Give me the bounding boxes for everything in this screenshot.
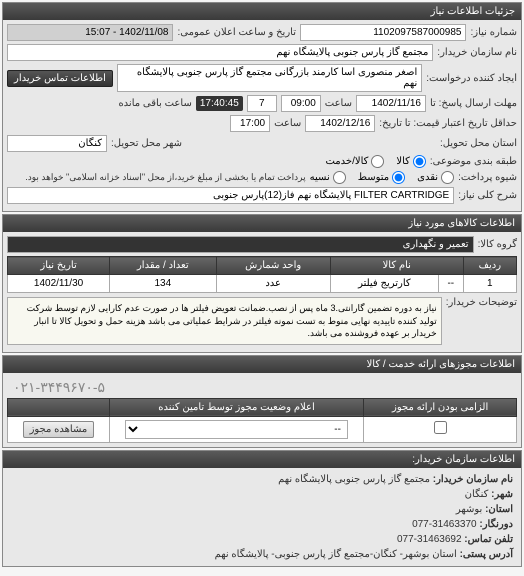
main-desc-value: FILTER CARTRIDGE پالایشگاه نهم فاز(12)پا… <box>7 187 454 204</box>
requester-value: اصغر منصوری اسا کارمند بازرگانی مجتمع گا… <box>117 64 422 92</box>
permit-mandatory-cell <box>364 416 517 442</box>
city-label: شهر محل تحویل: <box>111 138 182 149</box>
view-permit-button[interactable]: مشاهده مجوز <box>23 421 95 438</box>
credit-radio-input[interactable] <box>333 171 346 184</box>
service-goods-radio-input[interactable] <box>371 155 384 168</box>
days-value: 7 <box>247 95 277 112</box>
medium-radio-label: متوسط <box>358 172 389 183</box>
cash-radio-input[interactable] <box>441 171 454 184</box>
buyer-body: نام سازمان خریدار: مجتمع گاز پارس جنوبی … <box>3 468 521 566</box>
cell-code: -- <box>438 275 463 293</box>
items-panel: اطلاعات کالاهای مورد نیاز گروه کالا: تعم… <box>2 214 522 353</box>
deadline-date-value: 1402/11/16 <box>356 95 426 112</box>
cell-name: کارتریج فیلتر <box>330 275 438 293</box>
announce-date-label: تاریخ و ساعت اعلان عمومی: <box>177 27 296 38</box>
service-goods-radio[interactable]: کالا/خدمت <box>325 155 384 168</box>
cell-unit: عدد <box>216 275 330 293</box>
table-row: 1 -- کارتریج فیلتر عدد 134 1402/11/30 <box>8 275 517 293</box>
col-date: تاریخ نیاز <box>8 257 110 275</box>
subject-radio-group: کالا کالا/خدمت <box>325 155 425 168</box>
col-row: ردیف <box>463 257 516 275</box>
details-body: شماره نیاز: 1102097587000985 تاریخ و ساع… <box>3 20 521 211</box>
main-desc-label: شرح کلی نیاز: <box>458 190 517 201</box>
credit-note: پرداخت تمام یا بخشی از مبلغ خرید،از محل … <box>25 172 305 183</box>
buyer-phone-line: تلفن تماس: 31463692-077 <box>7 532 517 547</box>
col-name: نام کالا <box>330 257 463 275</box>
requester-label: ایجاد کننده درخواست: <box>426 73 517 84</box>
permits-table: الزامی بودن ارائه مجوز اعلام وضعیت مجوز … <box>7 398 517 443</box>
buyer-name-line: نام سازمان خریدار: مجتمع گاز پارس جنوبی … <box>7 472 517 487</box>
deadline-time-value: 09:00 <box>281 95 321 112</box>
permit-action-cell: مشاهده مجوز <box>8 416 110 442</box>
items-body: گروه کالا: تعمیر و نگهداری ردیف نام کالا… <box>3 232 521 352</box>
footer-phone: ۰۲۱-۳۴۴۹۶۷۰-۵ <box>7 377 517 398</box>
permits-panel: اطلاعات مجوزهای ارائه خدمت / کالا ۰۲۱-۳۴… <box>2 355 522 448</box>
permit-declare-cell: -- <box>109 416 364 442</box>
supplier-select[interactable]: -- <box>125 420 348 439</box>
announce-date-value: 1402/11/08 - 15:07 <box>7 24 174 41</box>
cell-row: 1 <box>463 275 516 293</box>
validity-time-label: ساعت <box>274 118 301 129</box>
goods-radio-input[interactable] <box>413 155 426 168</box>
buyer-province-line: استان: بوشهر <box>7 502 517 517</box>
buyer-postal-line: آدرس پستی: استان بوشهر- کنگان-مجتمع گاز … <box>7 547 517 562</box>
credit-radio[interactable]: نسیه <box>310 171 346 184</box>
medium-radio[interactable]: متوسط <box>358 171 405 184</box>
permit-row: -- مشاهده مجوز <box>8 416 517 442</box>
credit-radio-label: نسیه <box>310 172 330 183</box>
deadline-time-label: ساعت <box>325 98 352 109</box>
buyer-org-value: مجتمع گاز پارس جنوبی پالایشگاه نهم <box>7 44 433 61</box>
permit-col-declare: اعلام وضعیت مجوز توسط تامین کننده <box>109 398 364 416</box>
countdown-timer: 17:40:45 <box>196 96 243 111</box>
buyer-header: اطلاعات سازمان خریدار: <box>3 451 521 468</box>
permits-body: ۰۲۱-۳۴۴۹۶۷۰-۵ الزامی بودن ارائه مجوز اعل… <box>3 373 521 447</box>
cell-qty: 134 <box>110 275 216 293</box>
buyer-notes-label: توضیحات خریدار: <box>446 297 517 308</box>
validity-time-value: 17:00 <box>230 115 270 132</box>
request-no-value: 1102097587000985 <box>300 24 467 41</box>
items-header: اطلاعات کالاهای مورد نیاز <box>3 215 521 232</box>
details-header: جزئیات اطلاعات نیاز <box>3 3 521 20</box>
buyer-org-label: نام سازمان خریدار: <box>437 47 517 58</box>
service-goods-radio-label: کالا/خدمت <box>325 156 368 167</box>
delivery-city-value: کنگان <box>7 135 107 152</box>
mandatory-checkbox[interactable] <box>434 421 447 434</box>
cash-radio-label: نقدی <box>417 172 438 183</box>
col-qty: تعداد / مقدار <box>110 257 216 275</box>
item-group-value: تعمیر و نگهداری <box>7 236 474 253</box>
deadline-label: مهلت ارسال پاسخ: تا <box>430 98 517 109</box>
buyer-city-line: شهر: کنگان <box>7 487 517 502</box>
payment-radio-group: نقدی متوسط نسیه <box>310 171 454 184</box>
goods-radio[interactable]: کالا <box>396 155 426 168</box>
remain-label: ساعت باقی مانده <box>118 98 191 109</box>
contact-button[interactable]: اطلاعات تماس خریدار <box>7 70 113 87</box>
buyer-panel: اطلاعات سازمان خریدار: نام سازمان خریدار… <box>2 450 522 567</box>
validity-date-value: 1402/12/16 <box>305 115 375 132</box>
goods-radio-label: کالا <box>396 156 410 167</box>
buyer-notes-value: نیاز به دوره تضمین گارانتی.3 ماه پس از ن… <box>7 297 442 345</box>
cell-date: 1402/11/30 <box>8 275 110 293</box>
items-table: ردیف نام کالا واحد شمارش تعداد / مقدار ت… <box>7 256 517 293</box>
buyer-fax-line: دورنگار: 31463370-077 <box>7 517 517 532</box>
permit-col-mandatory: الزامی بودن ارائه مجوز <box>364 398 517 416</box>
medium-radio-input[interactable] <box>392 171 405 184</box>
payment-label: شیوه پرداخت: <box>458 172 517 183</box>
cash-radio[interactable]: نقدی <box>417 171 454 184</box>
subject-group-label: طبقه بندی موضوعی: <box>430 156 517 167</box>
validity-label: حداقل تاریخ اعتبار قیمت: تا تاریخ: <box>379 118 517 129</box>
details-panel: جزئیات اطلاعات نیاز شماره نیاز: 11020975… <box>2 2 522 212</box>
item-group-label: گروه کالا: <box>478 239 517 250</box>
col-unit: واحد شمارش <box>216 257 330 275</box>
province-label: استان محل تحویل: <box>440 138 517 149</box>
permits-header: اطلاعات مجوزهای ارائه خدمت / کالا <box>3 356 521 373</box>
request-no-label: شماره نیاز: <box>470 27 517 38</box>
